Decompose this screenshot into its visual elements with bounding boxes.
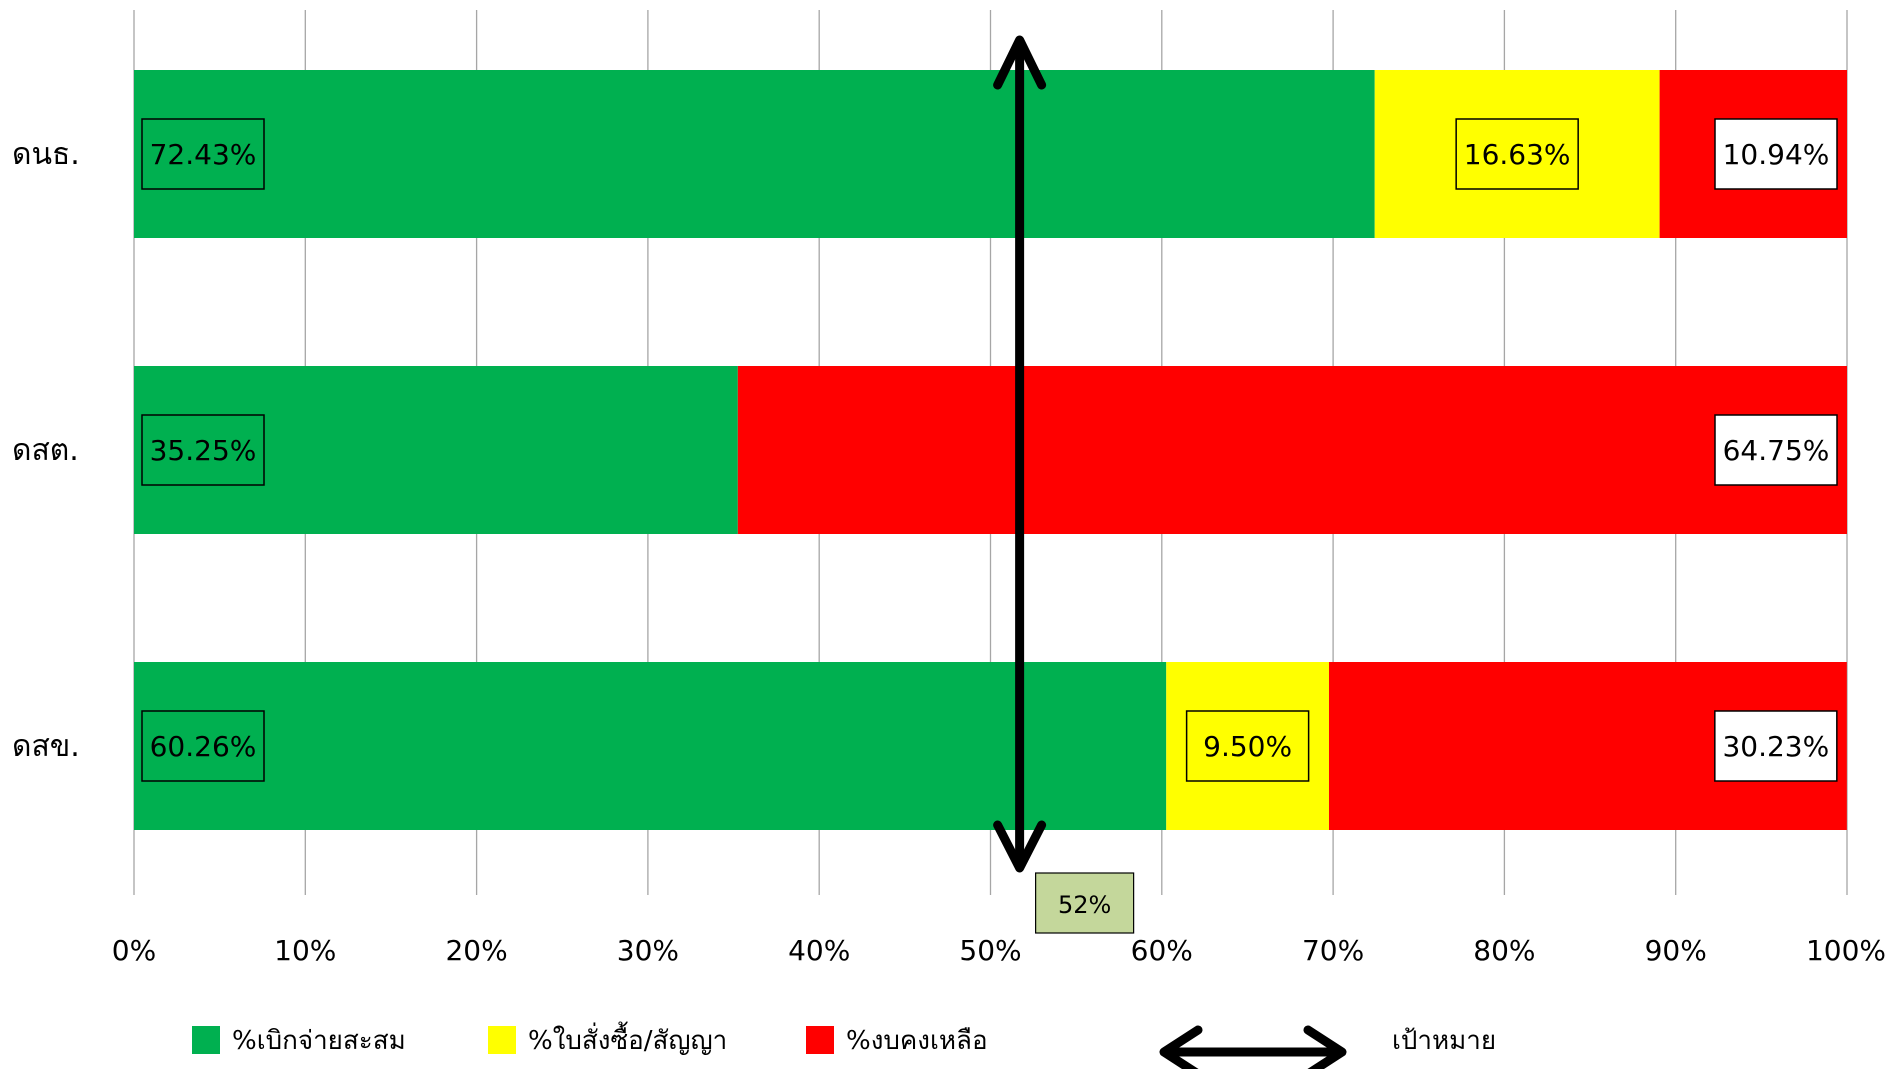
data-label: 35.25% xyxy=(150,434,257,467)
bar-segment xyxy=(737,366,1847,534)
legend-target-arrow-right xyxy=(1303,1025,1347,1069)
data-label-box xyxy=(141,118,265,190)
data-label: 9.50% xyxy=(1203,730,1292,763)
data-label-box xyxy=(1455,118,1579,190)
data-label-box xyxy=(1714,710,1838,782)
legend-label: %ใบสั่งซื้อ/สัญญา xyxy=(528,1025,728,1056)
data-label: 64.75% xyxy=(1723,434,1830,467)
legend-swatch xyxy=(488,1026,516,1054)
bars-group: 72.43% 16.63% 10.94% 35.25% 64.75% 60.26% 9.50… xyxy=(134,70,1847,830)
x-tick-label: 0% xyxy=(112,934,156,967)
category-label: ดสต. xyxy=(12,433,79,468)
legend-item: %งบคงเหลือ xyxy=(806,1020,988,1060)
legend-item: %ใบสั่งซื้อ/สัญญา xyxy=(488,1020,727,1060)
target-arrow-head-bottom xyxy=(993,820,1047,873)
legend-swatch xyxy=(806,1026,834,1054)
legend-swatch xyxy=(192,1026,220,1054)
category-labels: ดนธ. ดสต. ดสข. xyxy=(12,137,80,764)
target-label: 52% xyxy=(1058,891,1111,919)
bar-segment xyxy=(1166,662,1329,830)
bar-segment xyxy=(134,70,1375,238)
bar-segment xyxy=(134,366,738,534)
data-label: 30.23% xyxy=(1722,730,1829,763)
data-label: 16.63% xyxy=(1464,138,1571,171)
data-label-box xyxy=(1714,414,1838,486)
bar-segment xyxy=(1374,70,1660,238)
x-tick-label: 50% xyxy=(959,934,1021,967)
x-tick-label: 90% xyxy=(1645,934,1707,967)
data-label-box xyxy=(1714,118,1838,190)
legend-item: %เบิกจ่ายสะสม xyxy=(192,1020,406,1060)
x-tick-label: 20% xyxy=(445,934,507,967)
x-tick-label: 100% xyxy=(1806,934,1886,967)
target-arrow-head-top xyxy=(993,35,1047,90)
x-tick-label: 70% xyxy=(1302,934,1364,967)
data-label: 72.43% xyxy=(150,138,257,171)
category-label: ดสข. xyxy=(12,729,80,764)
legend-label: %เบิกจ่ายสะสม xyxy=(232,1025,406,1056)
data-label-box xyxy=(141,710,265,782)
data-label: 10.94% xyxy=(1723,138,1830,171)
x-tick-labels: 0% 10% 20% 30% 40% 50% 60% 70% 80% 90% 100% xyxy=(112,934,1886,967)
target-marker: 52% xyxy=(993,35,1347,1069)
x-tick-label: 40% xyxy=(788,934,850,967)
data-label: 60.26% xyxy=(150,730,257,763)
data-label-box xyxy=(1185,710,1310,782)
bar-segment xyxy=(134,662,1167,830)
legend-target-arrow-left xyxy=(1159,1025,1203,1069)
x-tick-label: 60% xyxy=(1131,934,1193,967)
legend-label: %งบคงเหลือ xyxy=(846,1025,988,1056)
data-label-box xyxy=(141,414,265,486)
x-tick-label: 30% xyxy=(617,934,679,967)
target-label-box xyxy=(1035,872,1135,934)
x-tick-label: 10% xyxy=(274,934,336,967)
legend-target-label: เป้าหมาย xyxy=(1392,1025,1497,1056)
category-label: ดนธ. xyxy=(12,137,80,172)
x-tick-label: 80% xyxy=(1473,934,1535,967)
